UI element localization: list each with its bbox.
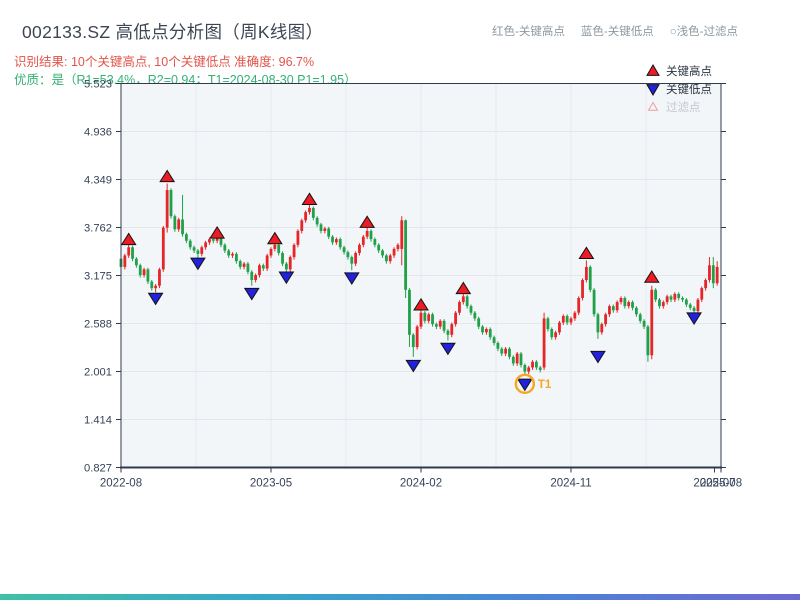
svg-text:2025-07: 2025-07 xyxy=(693,478,735,490)
svg-text:0.827: 0.827 xyxy=(84,463,112,475)
t1-annotation: T1 xyxy=(514,373,552,395)
svg-text:2025-08: 2025-08 xyxy=(700,478,742,490)
svg-text:2.588: 2.588 xyxy=(84,319,112,331)
svg-text:2024-11: 2024-11 xyxy=(550,478,591,490)
svg-text:2024-02: 2024-02 xyxy=(400,478,442,490)
hint-key-high: 红色-关键高点 xyxy=(492,26,565,38)
svg-text:2.001: 2.001 xyxy=(84,367,112,379)
y-axis: 5.523 4.936 4.349 3.762 3.175 2.588 2.001 1.414… xyxy=(84,79,726,475)
svg-text:2022-08: 2022-08 xyxy=(100,478,142,490)
bottom-accent-bar xyxy=(0,594,800,600)
recognition-result-text: 识别结果: 10个关键高点, 10个关键低点 准确度: 96.7% xyxy=(14,55,315,69)
svg-text:1.414: 1.414 xyxy=(84,415,112,427)
svg-text:过滤点: 过滤点 xyxy=(666,101,701,114)
svg-text:2023-05: 2023-05 xyxy=(250,478,292,490)
svg-text:T1: T1 xyxy=(538,379,552,391)
svg-text:5.523: 5.523 xyxy=(84,79,112,91)
color-legend-hint: 红色-关键高点 蓝色-关键低点 ○浅色-过滤点 xyxy=(492,23,738,39)
key-low-markers xyxy=(147,257,702,392)
candlestick-layer xyxy=(119,183,719,376)
key-high-markers xyxy=(120,169,660,311)
svg-text:4.349: 4.349 xyxy=(84,175,112,187)
hint-key-low: 蓝色-关键低点 xyxy=(580,26,654,38)
page-title: 002133.SZ 高低点分析图（周K线图） xyxy=(22,22,324,42)
svg-text:关键低点: 关键低点 xyxy=(666,82,712,96)
x-axis: 2022-08 2023-05 2024-02 2024-11 2025-072025-… xyxy=(100,467,742,490)
svg-text:3.762: 3.762 xyxy=(84,223,112,235)
hint-filtered: ○浅色-过滤点 xyxy=(669,26,738,38)
svg-text:关键高点: 关键高点 xyxy=(666,64,712,78)
svg-text:4.936: 4.936 xyxy=(84,127,112,139)
svg-text:3.175: 3.175 xyxy=(84,271,112,283)
